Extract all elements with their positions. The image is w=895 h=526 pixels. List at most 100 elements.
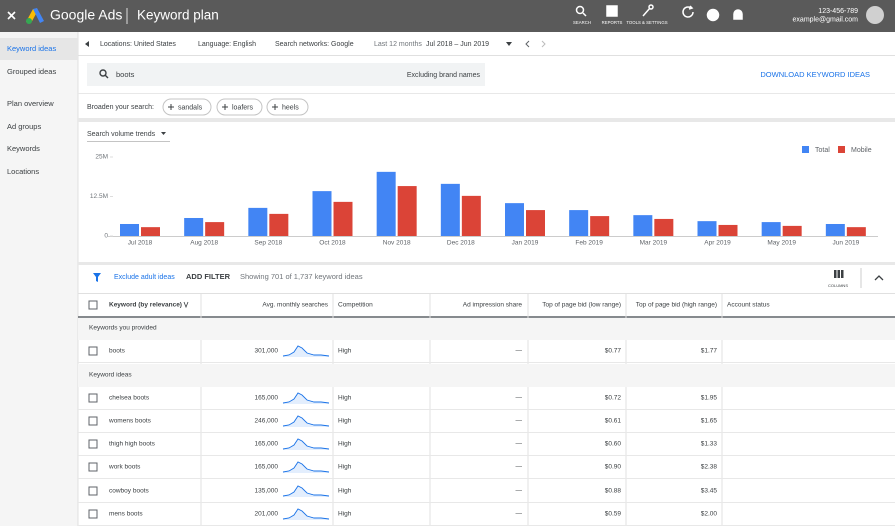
competition: High	[338, 348, 352, 355]
avatar[interactable]	[866, 6, 884, 24]
filter-location[interactable]: Locations: United States	[100, 41, 176, 48]
x-tick-label: Jul 2018	[128, 240, 153, 247]
bar	[590, 216, 609, 236]
column-header[interactable]: Competition	[338, 302, 373, 309]
gap	[78, 262, 895, 265]
x-tick-label: Jan 2019	[512, 240, 539, 247]
bid-low: $0.61	[605, 418, 622, 425]
columns-icon[interactable]	[834, 270, 844, 278]
add-filter[interactable]: ADD FILTER	[186, 272, 231, 281]
nav-item[interactable]: Locations	[7, 167, 39, 176]
keyword: boots	[109, 348, 126, 355]
column-header[interactable]: Avg. monthly searches	[262, 302, 328, 309]
competition: High	[338, 464, 352, 471]
filter-networks[interactable]: Search networks: Google	[275, 41, 354, 48]
section-bg	[78, 364, 895, 387]
bid-low: $0.72	[605, 395, 622, 402]
bid-low: $0.60	[605, 441, 622, 448]
x-tick-label: May 2019	[767, 240, 796, 247]
column-header[interactable]: Top of page bid (low range)	[542, 302, 621, 309]
bar	[826, 224, 845, 236]
column-header: Account status	[727, 302, 770, 309]
account-id: 123-456-789	[818, 8, 858, 15]
bar	[269, 214, 288, 236]
bar	[462, 196, 481, 236]
section-bg	[78, 318, 895, 340]
monthly-searches: 165,000	[255, 441, 279, 448]
period-label: Last 12 months	[374, 41, 422, 48]
legend-label: Mobile	[851, 147, 872, 154]
x-tick-label: Jun 2019	[832, 240, 859, 247]
nav-item[interactable]: Ad groups	[7, 122, 41, 131]
monthly-searches: 301,000	[255, 348, 279, 355]
column-header[interactable]: Top of page bid (high range)	[636, 302, 717, 309]
y-tick-label: 12.5M	[90, 193, 108, 200]
nav-label[interactable]: SEARCH	[573, 20, 591, 25]
nav-label[interactable]: REPORTS	[602, 20, 623, 25]
bar	[205, 222, 224, 236]
bar	[248, 208, 267, 236]
nav-item[interactable]: Keywords	[7, 144, 40, 153]
brand-filter[interactable]: Excluding brand names	[407, 72, 481, 79]
column-header[interactable]: Ad impression share	[463, 302, 523, 309]
bar	[526, 210, 545, 236]
broaden-label: Broaden your search:	[87, 104, 154, 111]
impression-share: —	[516, 464, 523, 471]
bar	[313, 191, 332, 236]
download-button[interactable]: DOWNLOAD KEYWORD IDEAS	[760, 70, 870, 79]
impression-share: —	[516, 418, 523, 425]
bar	[141, 227, 160, 236]
bar	[505, 203, 524, 236]
nav-item[interactable]: Keyword ideas	[7, 44, 56, 53]
chip-label[interactable]: sandals	[178, 104, 203, 111]
chip-label[interactable]: heels	[282, 104, 299, 111]
impression-share: —	[516, 511, 523, 518]
keyword: mens boots	[109, 511, 143, 518]
bar	[441, 184, 460, 236]
chart-control[interactable]: Search volume trends	[87, 131, 156, 138]
y-tick-label: 25M	[95, 154, 108, 161]
bar	[377, 172, 396, 236]
impression-share: —	[516, 348, 523, 355]
monthly-searches: 165,000	[255, 395, 279, 402]
bid-low: $0.59	[605, 511, 622, 518]
bid-high: $1.95	[701, 395, 718, 402]
monthly-searches: 246,000	[255, 418, 279, 425]
x-tick-label: Oct 2018	[319, 240, 346, 247]
bar	[847, 227, 866, 236]
bid-high: $3.45	[701, 488, 718, 495]
exclude-adult[interactable]: Exclude adult ideas	[114, 274, 175, 281]
monthly-searches: 165,000	[255, 464, 279, 471]
section-title: Keywords you provided	[89, 325, 157, 332]
chip-label[interactable]: loafers	[232, 104, 254, 111]
competition: High	[338, 395, 352, 402]
nav-label[interactable]: TOOLS & SETTINGS	[626, 20, 667, 25]
nav-item[interactable]: Plan overview	[7, 99, 54, 108]
period[interactable]: Jul 2018 – Jun 2019	[426, 41, 489, 48]
competition: High	[338, 511, 352, 518]
bar	[120, 224, 139, 236]
impression-share: —	[516, 395, 523, 402]
filter-language[interactable]: Language: English	[198, 41, 256, 48]
keyword: work boots	[108, 464, 141, 471]
columns-label[interactable]: COLUMNS	[828, 283, 848, 288]
search-query: boots	[116, 70, 135, 79]
bid-high: $2.38	[701, 464, 718, 471]
x-tick-label: Nov 2018	[383, 240, 411, 247]
result-count: Showing 701 of 1,737 keyword ideas	[240, 272, 363, 281]
bar	[334, 202, 353, 236]
x-tick-label: Mar 2019	[640, 240, 668, 247]
bar	[184, 218, 203, 236]
bid-high: $2.00	[701, 511, 718, 518]
column-header[interactable]: Keyword (by relevance)	[109, 302, 182, 309]
page-title: Keyword plan	[137, 8, 219, 23]
section-title: Keyword ideas	[89, 372, 132, 379]
bar	[762, 222, 781, 236]
impression-share: —	[516, 488, 523, 495]
bar	[783, 226, 802, 236]
legend-swatch	[802, 146, 809, 153]
nav-item[interactable]: Grouped ideas	[7, 67, 56, 76]
keyword: cowboy boots	[109, 488, 149, 495]
bar	[719, 225, 738, 236]
